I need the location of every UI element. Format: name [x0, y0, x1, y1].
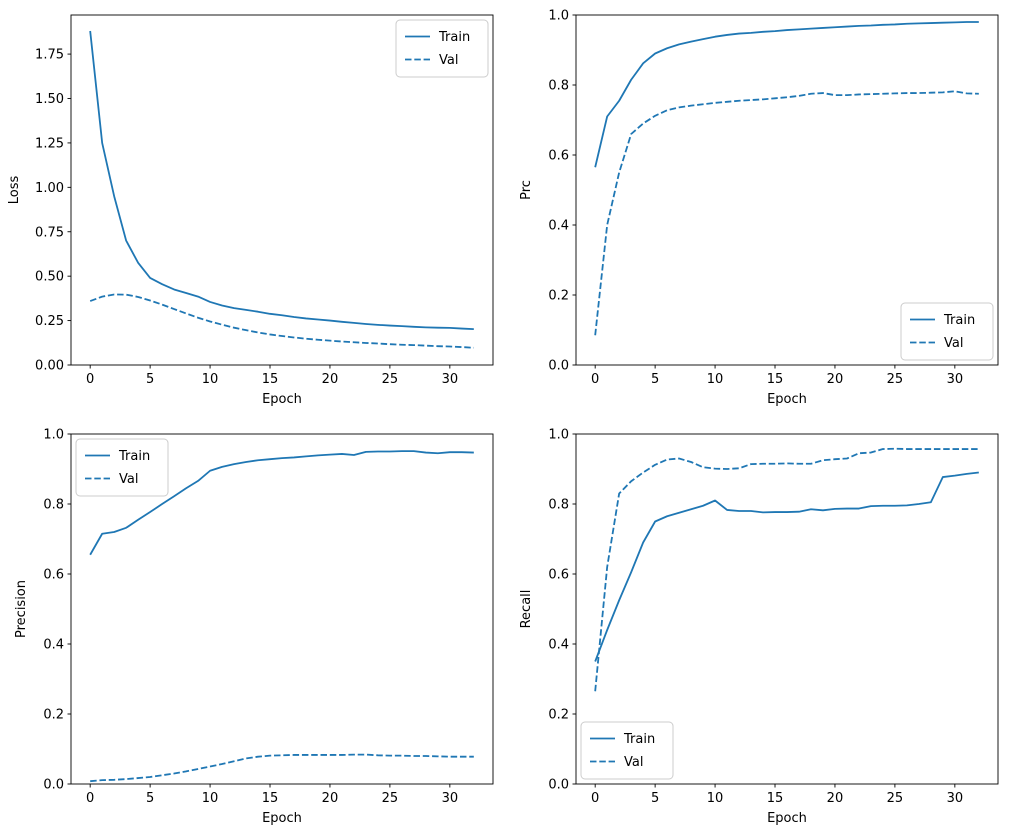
x-tick-label: 25	[887, 372, 904, 387]
y-tick-label: 0.2	[548, 289, 569, 304]
legend: Train Val	[395, 19, 489, 78]
y-tick-label: 0.8	[43, 498, 64, 513]
x-tick-label: 20	[322, 372, 339, 387]
y-tick-label: 0.75	[35, 225, 64, 240]
y-tick-label: 0.2	[548, 708, 569, 723]
train-line	[89, 30, 474, 331]
val-line	[90, 753, 474, 783]
x-tick-label: 10	[202, 372, 219, 387]
legend-val-label: Val	[944, 336, 963, 351]
x-tick-label: 30	[442, 372, 459, 387]
legend-box	[395, 19, 489, 78]
subplot-prc: 0 5 10 15 20 25 30 0.0 0.2 0.4 0.6 0.8 1.0 Epoch Prc Tr…	[519, 9, 999, 407]
y-tick-label: 0.6	[548, 149, 569, 164]
train-line	[89, 450, 474, 556]
y-tick-label: 1.00	[35, 181, 64, 196]
y-tick-label: 1.50	[35, 92, 64, 107]
x-tick-label: 10	[707, 372, 724, 387]
legend-train-label: Train	[943, 313, 975, 328]
legend: Train Val	[580, 721, 674, 780]
y-axis-label: Prc	[519, 180, 534, 200]
legend-train-label: Train	[118, 449, 150, 464]
y-tick-label: 1.0	[548, 9, 569, 24]
x-tick-label: 15	[262, 791, 279, 806]
axes-spines	[575, 14, 999, 366]
y-tick-label: 0.6	[548, 568, 569, 583]
axes-spines	[70, 14, 494, 366]
y-tick-label: 0.0	[43, 778, 64, 793]
axes-spines	[70, 433, 494, 785]
x-axis-label: Epoch	[767, 392, 807, 407]
y-tick-label: 0.0	[548, 359, 569, 374]
subplot-recall: 0 5 10 15 20 25 30 0.0 0.2 0.4 0.6 0.8 1.0 Epoch Recal…	[519, 428, 999, 826]
y-tick-label: 0.4	[548, 638, 569, 653]
x-tick-label: 0	[591, 372, 599, 387]
y-tick-label: 1.0	[43, 428, 64, 443]
y-tick-label: 1.25	[35, 136, 64, 151]
x-tick-label: 25	[382, 791, 399, 806]
x-tick-label: 25	[887, 791, 904, 806]
x-axis-label: Epoch	[262, 811, 302, 826]
y-tick-label: 0.4	[548, 219, 569, 234]
x-tick-label: 30	[442, 791, 459, 806]
train-line	[594, 21, 979, 168]
x-tick-label: 5	[651, 791, 659, 806]
x-tick-label: 20	[827, 372, 844, 387]
x-tick-label: 15	[767, 791, 784, 806]
legend-train-label: Train	[438, 30, 470, 45]
y-axis-label: Loss	[7, 176, 22, 205]
x-tick-label: 5	[146, 372, 154, 387]
y-tick-label: 0.4	[43, 638, 64, 653]
y-axis-label: Precision	[14, 580, 29, 638]
x-tick-label: 10	[707, 791, 724, 806]
x-tick-label: 0	[591, 791, 599, 806]
subplot-loss: 0 5 10 15 20 25 30 0.00 0.25 0.50 0.75 1.00 1.25 1.50…	[7, 14, 494, 407]
x-tick-label: 5	[146, 791, 154, 806]
legend-box	[75, 438, 169, 497]
y-tick-label: 1.75	[35, 48, 64, 63]
y-tick-label: 0.25	[35, 314, 64, 329]
y-tick-label: 0.0	[548, 778, 569, 793]
legend-box	[580, 721, 674, 780]
y-tick-label: 0.00	[35, 359, 64, 374]
x-tick-label: 5	[651, 372, 659, 387]
y-tick-label: 0.8	[548, 498, 569, 513]
legend: Train Val	[75, 438, 169, 497]
x-tick-label: 25	[382, 372, 399, 387]
legend-val-label: Val	[119, 472, 138, 487]
y-tick-label: 0.2	[43, 708, 64, 723]
y-tick-label: 0.50	[35, 270, 64, 285]
y-tick-label: 1.0	[548, 428, 569, 443]
val-line	[594, 90, 979, 336]
x-tick-label: 20	[322, 791, 339, 806]
x-tick-label: 30	[947, 372, 964, 387]
x-tick-label: 15	[262, 372, 279, 387]
x-tick-label: 0	[86, 372, 94, 387]
x-tick-label: 0	[86, 791, 94, 806]
val-line	[594, 447, 979, 692]
x-tick-label: 30	[947, 791, 964, 806]
y-tick-label: 0.8	[548, 79, 569, 94]
legend: Train Val	[900, 302, 994, 361]
x-tick-label: 15	[767, 372, 784, 387]
subplot-precision: 0 5 10 15 20 25 30 0.0 0.2 0.4 0.6 0.8 1.0 Epoch Preci…	[14, 428, 494, 826]
x-tick-label: 20	[827, 791, 844, 806]
y-axis-label: Recall	[519, 590, 534, 629]
x-axis-label: Epoch	[262, 392, 302, 407]
y-tick-label: 0.6	[43, 568, 64, 583]
legend-train-label: Train	[623, 732, 655, 747]
legend-val-label: Val	[624, 755, 643, 770]
axes-spines	[575, 433, 999, 785]
legend-box	[900, 302, 994, 361]
x-tick-label: 10	[202, 791, 219, 806]
val-line	[89, 293, 474, 349]
legend-val-label: Val	[439, 53, 458, 68]
x-axis-label: Epoch	[767, 811, 807, 826]
train-line	[594, 471, 979, 662]
